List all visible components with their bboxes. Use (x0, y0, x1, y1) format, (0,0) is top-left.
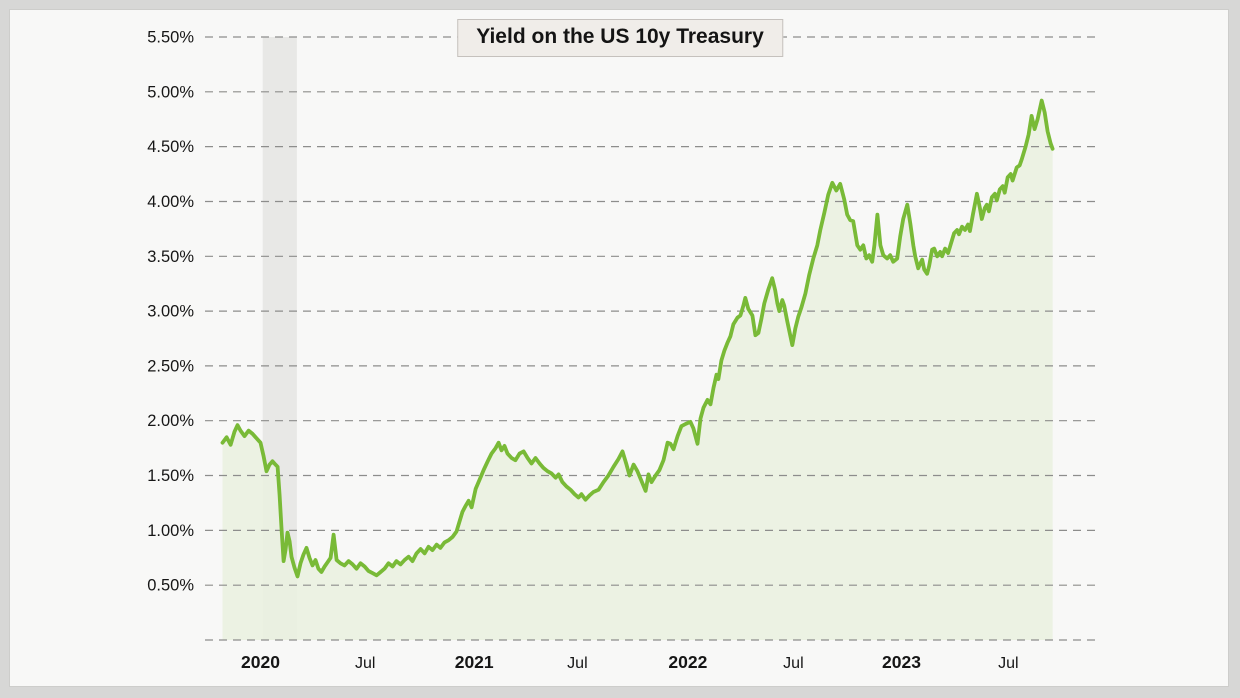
x-tick-label: Jul (783, 655, 803, 672)
y-tick-label: 1.00% (147, 522, 194, 540)
x-tick-label: Jul (567, 655, 587, 672)
y-tick-label: 3.00% (147, 303, 194, 321)
yield-line (220, 98, 1055, 579)
y-tick-label: 2.00% (147, 412, 194, 430)
y-tick-label: 2.50% (147, 357, 194, 375)
x-tick-label: 2022 (668, 652, 707, 672)
x-tick-label: 2020 (241, 652, 280, 672)
y-tick-label: 4.50% (147, 138, 194, 156)
area-fill (222, 100, 1053, 641)
x-tick-label: Jul (998, 655, 1018, 672)
y-tick-label: 5.00% (147, 83, 194, 101)
x-tick-label: 2023 (882, 652, 921, 672)
y-tick-label: 4.00% (147, 193, 194, 211)
y-tick-label: 0.50% (147, 577, 194, 595)
y-tick-label: 1.50% (147, 467, 194, 485)
y-tick-label: 5.50% (147, 29, 194, 47)
y-tick-label: 3.50% (147, 248, 194, 266)
x-tick-label: 2021 (455, 652, 494, 672)
x-tick-label: Jul (355, 655, 375, 672)
chart-title: Yield on the US 10y Treasury (457, 19, 783, 57)
